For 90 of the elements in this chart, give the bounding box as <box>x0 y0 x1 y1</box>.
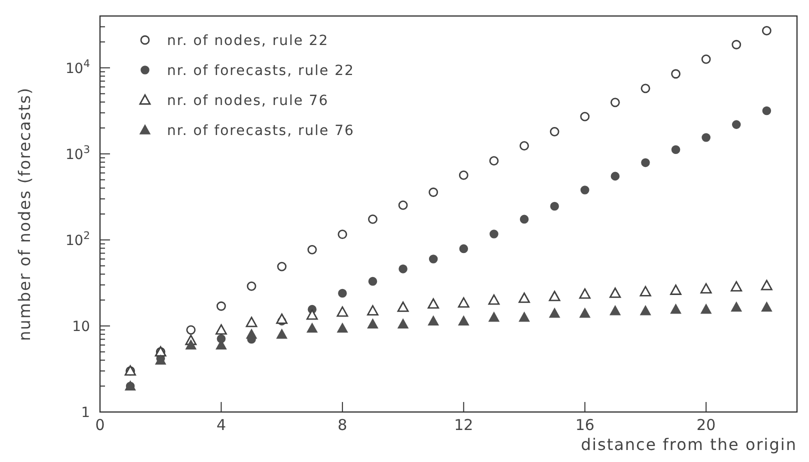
point <box>702 133 710 142</box>
legend-label: nr. of forecasts, rule 76 <box>167 123 354 139</box>
point <box>276 313 288 324</box>
y-axis-title: number of nodes (forecasts) <box>15 87 34 341</box>
point <box>579 288 591 299</box>
point <box>760 280 772 290</box>
point <box>762 106 772 116</box>
point <box>367 318 378 329</box>
y-tick-label: 10 <box>72 318 90 335</box>
legend-label: nr. of forecasts, rule 22 <box>167 63 354 79</box>
x-tick-label: 20 <box>696 416 716 434</box>
point <box>520 214 529 224</box>
point <box>398 264 408 274</box>
point <box>640 84 650 94</box>
point <box>610 305 621 316</box>
point <box>700 304 712 314</box>
point <box>640 286 652 296</box>
point <box>701 54 711 64</box>
point <box>549 308 560 318</box>
point <box>670 284 682 295</box>
point <box>610 98 620 108</box>
point <box>337 322 348 333</box>
point <box>246 316 258 328</box>
point <box>428 316 439 326</box>
x-tick-label: 8 <box>338 416 348 434</box>
point <box>246 281 256 291</box>
point <box>732 120 741 129</box>
point <box>216 301 226 311</box>
point <box>428 188 438 197</box>
point <box>730 281 742 292</box>
point <box>338 230 348 240</box>
point <box>550 126 560 136</box>
point <box>397 302 409 312</box>
point <box>671 145 680 154</box>
point <box>732 40 742 50</box>
y-tick-label: 1 <box>81 405 90 421</box>
point <box>762 26 772 36</box>
point <box>489 156 499 166</box>
point <box>520 141 529 151</box>
point <box>488 294 500 305</box>
point <box>490 230 498 238</box>
point <box>458 297 470 308</box>
point <box>428 298 440 309</box>
point <box>246 328 257 339</box>
point <box>609 288 621 298</box>
legend-label: nr. of nodes, rule 76 <box>167 93 329 109</box>
point <box>700 283 712 294</box>
point <box>306 309 318 320</box>
point <box>670 304 682 314</box>
y-tick-label: 10$^{2}$ <box>65 230 90 249</box>
point <box>186 325 196 335</box>
point <box>398 318 408 329</box>
point <box>488 312 500 322</box>
point <box>641 158 650 168</box>
point <box>336 306 348 317</box>
point <box>610 172 620 181</box>
point <box>398 200 408 210</box>
point <box>216 324 227 335</box>
point <box>671 69 680 79</box>
x-tick-label: 4 <box>216 416 226 434</box>
point <box>276 328 288 339</box>
point <box>338 288 347 298</box>
x-tick-label: 12 <box>454 416 474 434</box>
y-tick-label: 10$^{3}$ <box>65 144 90 163</box>
point <box>640 305 651 316</box>
point <box>579 308 590 318</box>
x-tick-label: 0 <box>95 416 105 434</box>
point <box>307 244 317 254</box>
point <box>761 302 772 312</box>
point <box>459 244 468 254</box>
point <box>306 322 318 333</box>
point <box>548 290 560 302</box>
point <box>580 186 590 194</box>
x-tick-label: 16 <box>575 416 594 434</box>
point <box>518 292 530 303</box>
point <box>368 214 378 224</box>
point <box>550 202 559 211</box>
point <box>428 254 438 264</box>
point <box>367 305 378 316</box>
point <box>186 340 196 350</box>
x-axis-title: distance from the origin <box>580 435 797 454</box>
y-tick-label: 10$^{4}$ <box>65 58 90 77</box>
point <box>580 112 590 122</box>
point <box>458 170 468 180</box>
point <box>730 302 742 312</box>
legend-label: nr. of nodes, rule 22 <box>167 33 329 49</box>
point <box>368 276 378 286</box>
point <box>518 312 530 322</box>
point <box>277 262 287 272</box>
point <box>458 316 470 326</box>
